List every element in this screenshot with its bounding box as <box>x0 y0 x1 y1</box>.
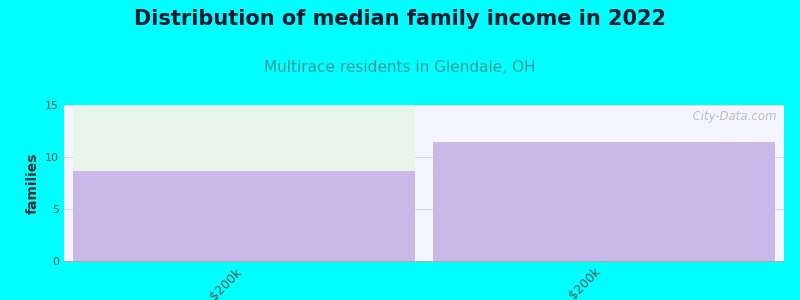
Bar <box>73 170 415 261</box>
Bar <box>73 105 415 261</box>
Y-axis label: families: families <box>26 152 39 214</box>
Text: Multirace residents in Glendale, OH: Multirace residents in Glendale, OH <box>264 60 536 75</box>
Text: Distribution of median family income in 2022: Distribution of median family income in … <box>134 9 666 29</box>
Text: City-Data.com: City-Data.com <box>685 110 777 123</box>
Bar <box>433 142 775 261</box>
